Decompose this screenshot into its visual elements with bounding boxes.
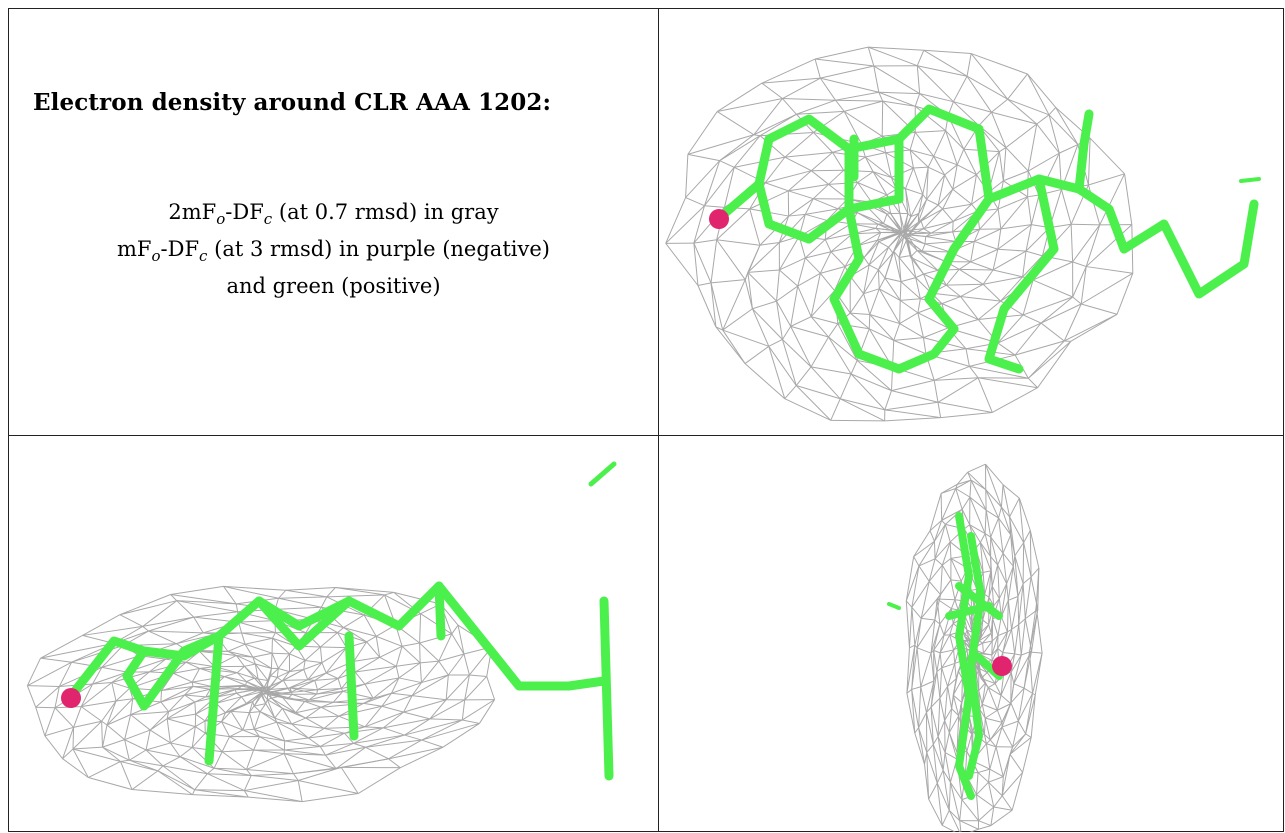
cholesterol-stick-model	[719, 104, 1261, 374]
density-image-side	[26, 461, 617, 803]
cholesterol-stick-model	[66, 461, 617, 781]
density-view-top	[659, 9, 1285, 435]
density-image-top	[665, 46, 1261, 422]
heading: Electron density around CLR AAA 1202:	[33, 89, 552, 116]
cholesterol-stick-model	[887, 512, 1003, 800]
legend-line-positive: and green (positive)	[226, 274, 441, 299]
hydroxyl-oxygen	[992, 656, 1012, 676]
legend-line-difference: mFo-DFc (at 3 rmsd) in purple (negative)	[117, 237, 550, 266]
figure-table: Electron density around CLR AAA 1202: 2m…	[8, 8, 1284, 832]
row-divider	[9, 435, 1283, 436]
caption-cell: Electron density around CLR AAA 1202: 2m…	[9, 9, 658, 435]
legend-line-gray: 2mFo-DFc (at 0.7 rmsd) in gray	[168, 200, 499, 229]
electron-density-mesh	[26, 585, 496, 803]
column-divider	[658, 9, 659, 831]
legend: 2mFo-DFc (at 0.7 rmsd) in gray mFo-DFc (…	[9, 197, 658, 301]
hydroxyl-oxygen	[61, 688, 81, 708]
density-view-side	[9, 436, 658, 832]
density-image-end	[887, 463, 1043, 832]
hydroxyl-oxygen	[709, 209, 729, 229]
density-view-end	[659, 436, 1285, 832]
